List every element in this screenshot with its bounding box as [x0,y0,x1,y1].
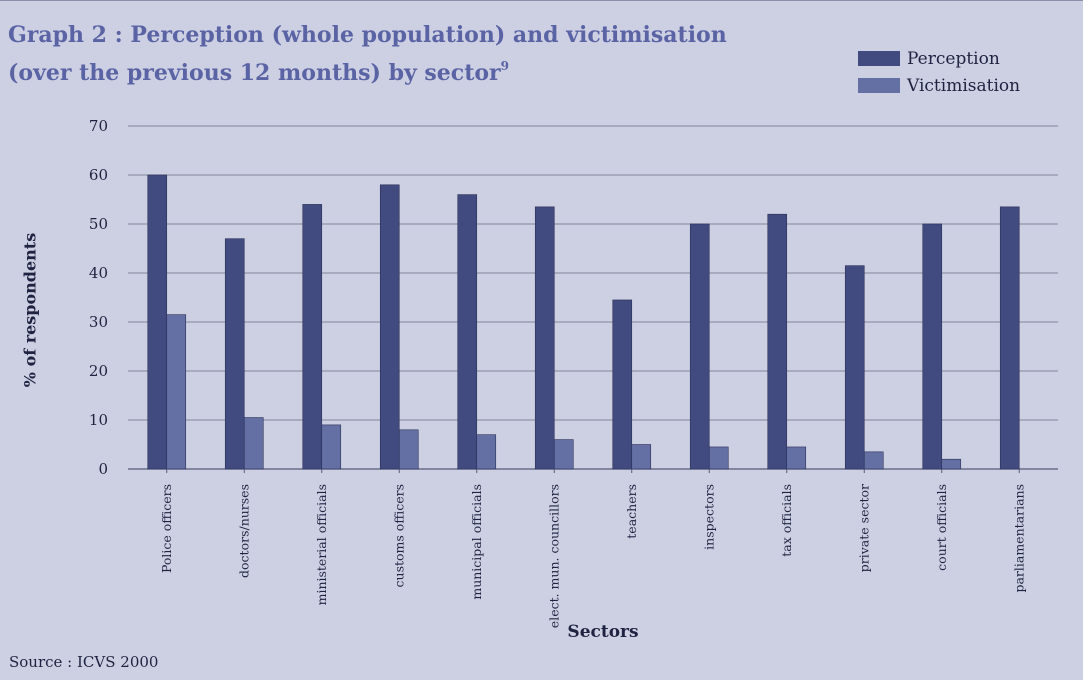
title-footnote-marker: 9 [500,59,509,73]
legend-swatch-victimisation [858,78,900,93]
bar-victimisation-7 [708,446,729,470]
bar-perception-9 [844,265,865,470]
y-tick-label-50: 50 [89,215,108,233]
y-tick-label-40: 40 [89,264,108,282]
bar-victimisation-0 [166,314,187,470]
x-tick-label-6: teachers [624,484,639,539]
bar-perception-11 [999,206,1020,470]
bar-perception-4 [457,194,478,470]
legend-item-perception: Perception [858,45,1020,72]
y-tick-label-20: 20 [89,362,108,380]
legend-swatch-perception [858,51,900,66]
x-tick-label-10: court officials [934,484,949,571]
bar-perception-3 [379,184,400,470]
bar-victimisation-10 [941,458,962,470]
bar-perception-6 [612,299,633,470]
title-line-2-text: (over the previous 12 months) by sector [8,60,501,86]
chart-title: Graph 2 : Perception (whole population) … [8,20,808,89]
y-tick-label-10: 10 [89,411,108,429]
legend-label-perception: Perception [907,48,1000,69]
x-tick-label-1: doctors/nurses [236,484,251,578]
bar-perception-0 [147,174,168,470]
bar-perception-10 [922,223,943,470]
bar-perception-8 [767,213,788,470]
source-note: Source : ICVS 2000 [9,653,159,671]
x-tick-label-4: municipal officials [469,484,484,600]
x-tick-label-2: ministerial officials [314,484,329,605]
bar-perception-7 [689,223,710,470]
x-tick-label-5: elect. mun. councillors [546,484,561,628]
bar-victimisation-6 [631,444,652,470]
x-tick-label-9: private sector [856,484,871,572]
chart-legend: Perception Victimisation [858,45,1020,99]
title-line-2: (over the previous 12 months) by sector9 [8,51,808,89]
x-tick-label-11: parliamentarians [1011,484,1026,593]
x-tick-label-7: inspectors [701,484,716,550]
y-tick-label-70: 70 [89,117,108,135]
bar-perception-2 [302,204,323,470]
x-tick-label-3: customs officers [391,484,406,587]
title-line-1: Graph 2 : Perception (whole population) … [8,22,727,48]
bar-victimisation-8 [786,446,807,470]
y-tick-label-0: 0 [98,460,108,478]
bar-perception-5 [534,206,555,470]
x-tick-label-8: tax officials [779,484,794,557]
legend-label-victimisation: Victimisation [907,75,1021,96]
y-tick-label-60: 60 [89,166,108,184]
bar-victimisation-3 [398,429,419,470]
bar-perception-1 [224,238,245,470]
x-tick-label-0: Police officers [159,484,174,573]
x-axis-label: Sectors [567,622,639,642]
bar-victimisation-2 [321,424,342,470]
bar-victimisation-1 [243,417,264,470]
bar-victimisation-4 [476,434,497,470]
bar-victimisation-9 [863,451,884,470]
legend-item-victimisation: Victimisation [858,72,1020,99]
y-tick-label-30: 30 [89,313,108,331]
bar-victimisation-5 [553,439,574,470]
